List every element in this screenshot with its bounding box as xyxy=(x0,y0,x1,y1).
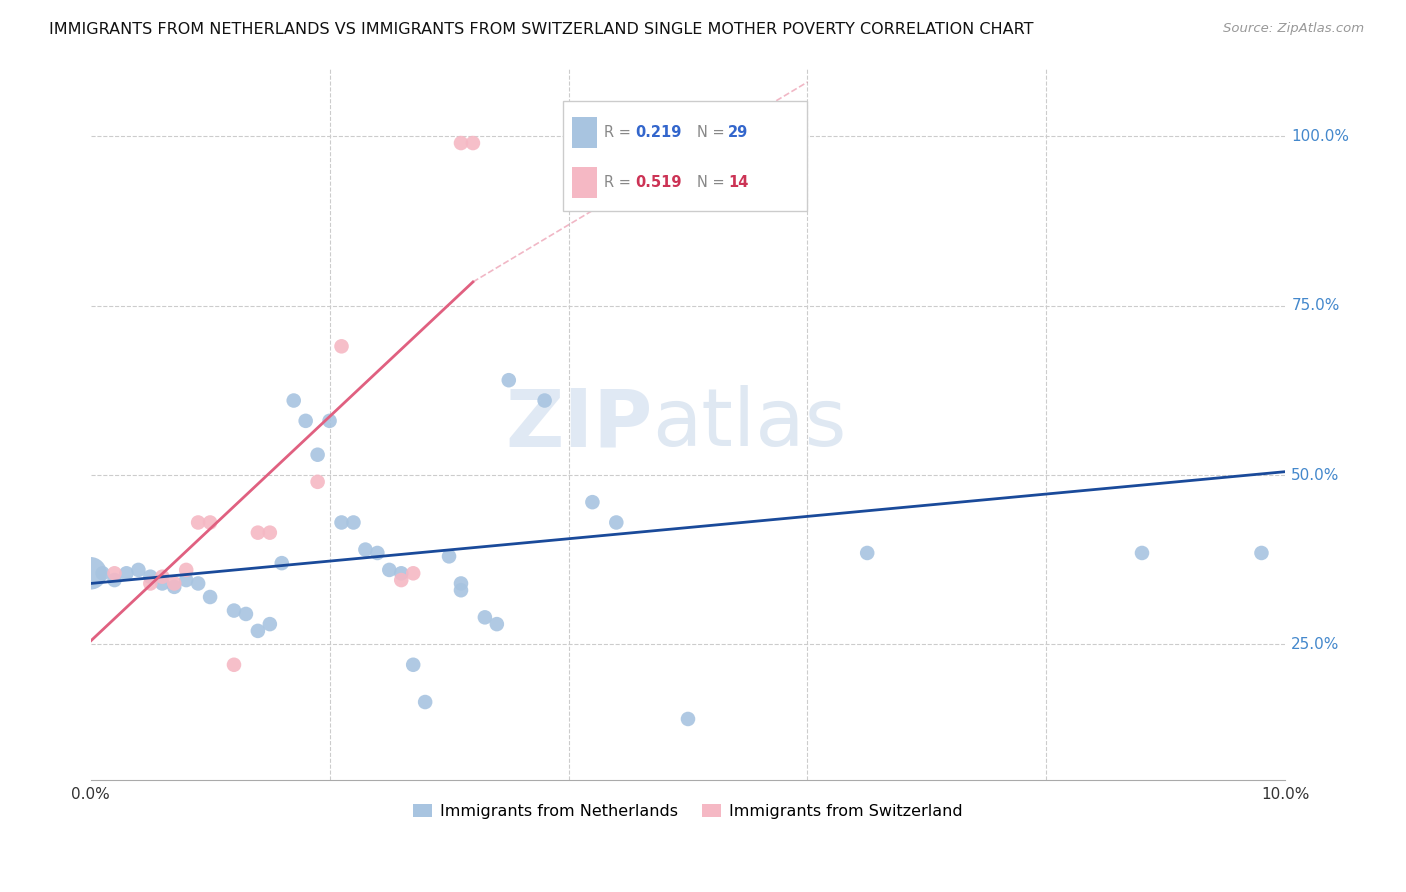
Point xyxy=(174,573,197,587)
Text: Source: ZipAtlas.com: Source: ZipAtlas.com xyxy=(1223,22,1364,36)
Text: 100.0%: 100.0% xyxy=(1291,128,1350,144)
Text: ZIP: ZIP xyxy=(505,385,652,463)
Point xyxy=(259,525,281,540)
Point xyxy=(498,373,520,387)
Point xyxy=(366,546,388,560)
Point xyxy=(91,566,114,581)
Point xyxy=(222,657,245,672)
Point xyxy=(307,448,329,462)
Point xyxy=(127,563,149,577)
Point xyxy=(307,475,329,489)
Point xyxy=(413,695,436,709)
Point xyxy=(450,136,472,150)
Point xyxy=(294,414,316,428)
Point xyxy=(342,516,364,530)
Point xyxy=(198,590,221,604)
Point xyxy=(1130,546,1153,560)
Text: 50.0%: 50.0% xyxy=(1291,467,1340,483)
Point xyxy=(461,136,484,150)
Point xyxy=(163,580,186,594)
Point xyxy=(354,542,377,557)
Point xyxy=(187,516,209,530)
Point xyxy=(103,573,125,587)
Point xyxy=(103,566,125,581)
Point xyxy=(1250,546,1272,560)
Point xyxy=(676,712,699,726)
Point xyxy=(222,603,245,617)
Text: IMMIGRANTS FROM NETHERLANDS VS IMMIGRANTS FROM SWITZERLAND SINGLE MOTHER POVERTY: IMMIGRANTS FROM NETHERLANDS VS IMMIGRANT… xyxy=(49,22,1033,37)
Point xyxy=(259,617,281,632)
Point xyxy=(389,573,412,587)
Point xyxy=(330,516,353,530)
Point xyxy=(139,576,162,591)
Text: atlas: atlas xyxy=(652,385,846,463)
Point xyxy=(187,576,209,591)
Point xyxy=(163,576,186,591)
Point xyxy=(330,339,353,353)
Point xyxy=(235,607,257,621)
Point xyxy=(150,576,173,591)
Point xyxy=(402,566,425,581)
Point xyxy=(485,617,508,632)
Point xyxy=(115,566,138,581)
Point xyxy=(174,563,197,577)
Point xyxy=(581,495,603,509)
Point xyxy=(389,566,412,581)
Legend: Immigrants from Netherlands, Immigrants from Switzerland: Immigrants from Netherlands, Immigrants … xyxy=(406,797,969,825)
Point xyxy=(283,393,305,408)
Point xyxy=(856,546,879,560)
Point xyxy=(450,583,472,598)
Point xyxy=(450,576,472,591)
Point xyxy=(378,563,401,577)
Point xyxy=(533,393,555,408)
Point xyxy=(474,610,496,624)
Text: 75.0%: 75.0% xyxy=(1291,298,1340,313)
Point xyxy=(605,516,627,530)
Point xyxy=(79,566,101,581)
Point xyxy=(139,570,162,584)
Point xyxy=(246,624,269,638)
Point xyxy=(150,570,173,584)
Point xyxy=(270,556,292,570)
Point xyxy=(246,525,269,540)
Text: 25.0%: 25.0% xyxy=(1291,637,1340,652)
Point xyxy=(402,657,425,672)
Point xyxy=(437,549,460,564)
Point xyxy=(198,516,221,530)
Point xyxy=(318,414,340,428)
